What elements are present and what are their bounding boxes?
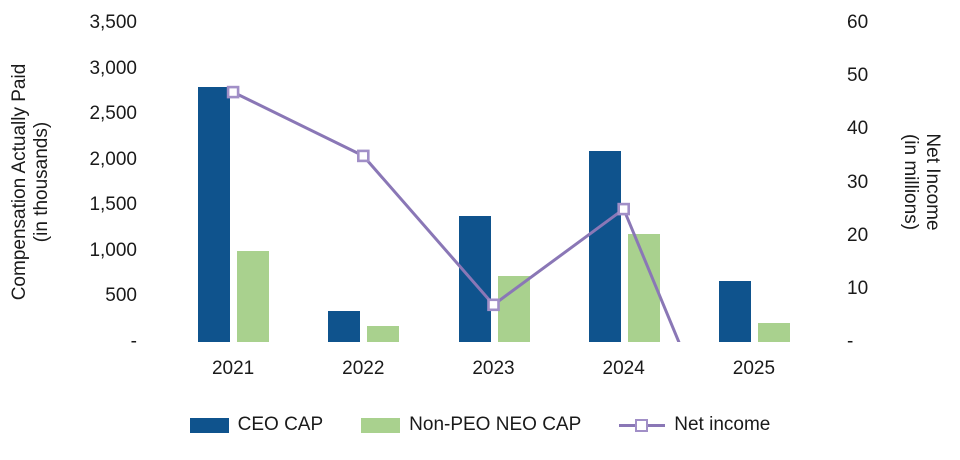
legend-open-square-marker [635, 418, 649, 432]
left-axis-tick: 3,000 [89, 57, 137, 79]
left-axis-tick: 2,500 [89, 103, 137, 125]
right-axis-tick: 20 [847, 224, 869, 246]
right-axis-tick: 50 [847, 65, 869, 87]
legend-label: Net income [674, 414, 771, 435]
legend-swatch-icon [361, 417, 401, 433]
bar-ceo-cap-2025 [718, 280, 751, 342]
legend-swatch-icon [189, 417, 229, 433]
left-axis-tick: 500 [105, 285, 137, 307]
left-axis-tick: 3,500 [89, 12, 137, 33]
left-axis-tick: - [130, 331, 137, 352]
left-axis-title-line1: Compensation Actually Paid [9, 63, 30, 301]
bar-non-peo-neo-cap-2024 [627, 234, 660, 342]
bar-non-peo-neo-cap-2023 [497, 276, 530, 342]
net-income-marker-2023 [487, 298, 500, 312]
legend-item-net-income: Net income [619, 414, 770, 436]
right-axis-tick: 60 [847, 12, 869, 33]
right-axis-title-line1: Net Income [922, 133, 943, 231]
net-income-marker-2024 [617, 202, 631, 216]
x-axis-label-2021: 2021 [211, 358, 255, 379]
plot-area [168, 23, 819, 342]
legend: CEO CAP Non-PEO NEO CAP Net income [0, 406, 960, 444]
legend-label: Non-PEO NEO CAP [409, 414, 582, 435]
bar-non-peo-neo-cap-2022 [367, 325, 400, 342]
right-axis-tick: 10 [847, 277, 869, 299]
legend-label: CEO CAP [237, 414, 324, 435]
bar-ceo-cap-2023 [458, 216, 491, 342]
x-axis-label-2025: 2025 [732, 358, 776, 379]
x-axis-label-2023: 2023 [472, 358, 515, 379]
bar-non-peo-neo-cap-2025 [757, 322, 790, 342]
legend-item-non-peo-neo-cap: Non-PEO NEO CAP [361, 414, 581, 436]
legend-item-ceo-cap: CEO CAP [189, 414, 324, 436]
net-income-marker-2022 [357, 149, 370, 163]
net-income-marker-2021 [226, 85, 240, 99]
legend-line-marker-icon [619, 418, 666, 433]
bar-ceo-cap-2022 [328, 311, 361, 342]
left-axis-tick: 2,000 [89, 148, 137, 170]
right-axis-tick: 40 [847, 118, 869, 140]
bar-ceo-cap-2024 [588, 150, 621, 342]
bar-ceo-cap-2021 [198, 86, 231, 342]
x-axis-label-2022: 2022 [342, 358, 385, 379]
x-axis-label-2024: 2024 [602, 358, 645, 379]
right-axis-tick: - [847, 331, 854, 352]
right-axis-tick: 30 [847, 171, 869, 193]
net-income-line [226, 85, 681, 342]
bar-non-peo-neo-cap-2021 [237, 250, 270, 342]
left-axis-tick: 1,000 [89, 239, 137, 261]
left-axis-tick: 1,500 [89, 194, 137, 216]
